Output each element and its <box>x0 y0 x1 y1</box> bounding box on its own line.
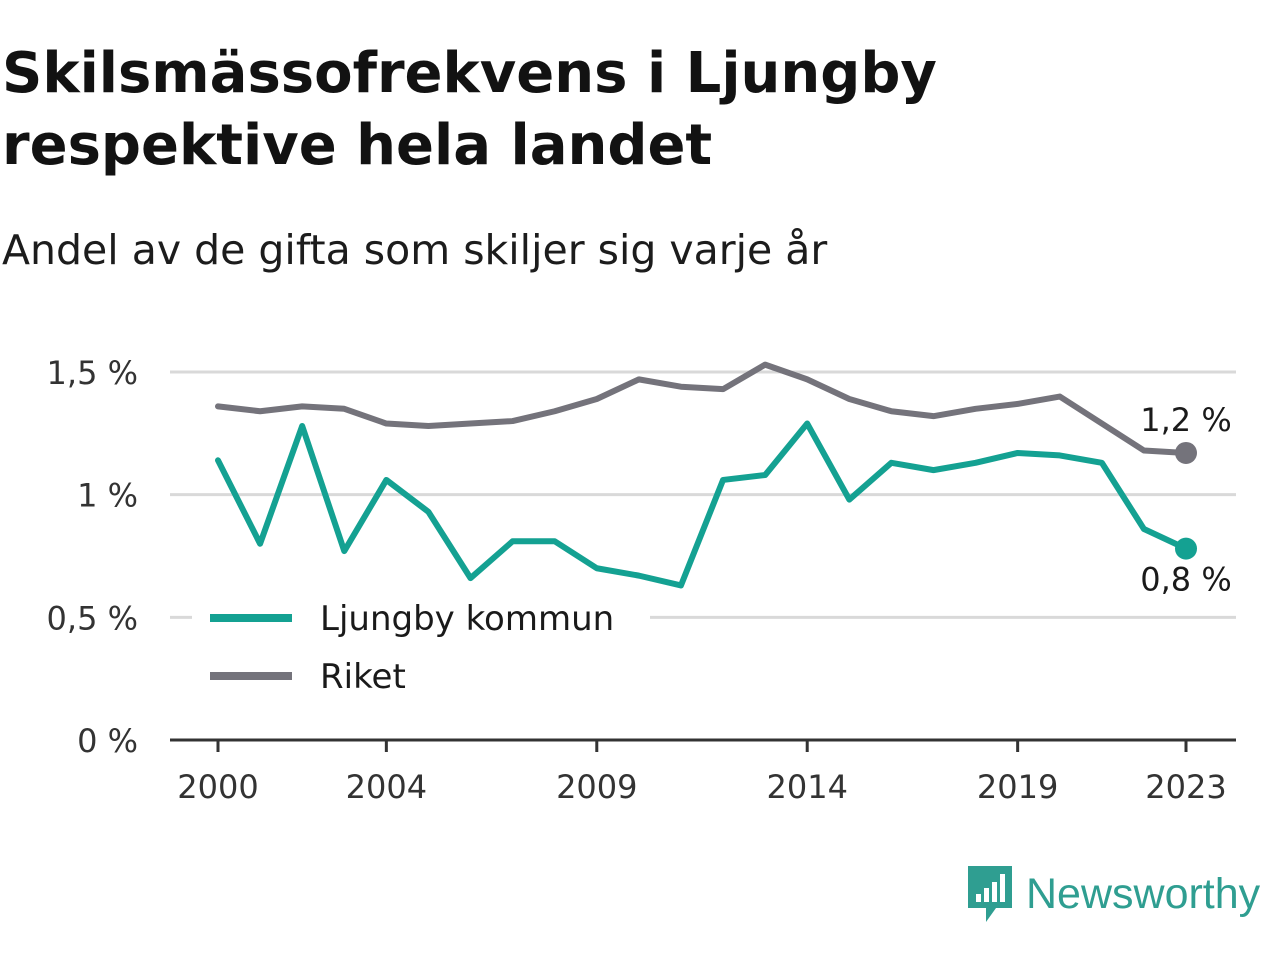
legend-label: Ljungby kommun <box>320 599 614 639</box>
series-line <box>215 361 1189 456</box>
end-point <box>1175 441 1197 464</box>
x-tick-label: 2000 <box>177 768 258 806</box>
chart-title: Skilsmässofrekvens i Ljungby respektive … <box>2 41 937 178</box>
chart-subtitle: Andel av de gifta som skiljer sig varje … <box>2 226 828 274</box>
end-labels: 1,2 % 0,8 % <box>1140 401 1231 599</box>
end-point <box>1175 537 1197 560</box>
x-tick-label: 2004 <box>346 768 427 806</box>
x-tick-label: 2014 <box>766 768 847 806</box>
x-tick-label: 2019 <box>977 768 1058 806</box>
end-value-label: 0,8 % <box>1140 561 1231 599</box>
brand-logo[interactable]: Newsworthy <box>964 862 1260 926</box>
y-tick-label: 0 % <box>77 722 138 760</box>
axes: 0 % 0,5 % 1 % 1,5 % 2000 2004 2009 2014 2019 2023 <box>47 354 1236 806</box>
end-value-label: 1,2 % <box>1140 401 1231 439</box>
x-tick-label: 2009 <box>556 768 637 806</box>
series-group <box>215 361 1197 589</box>
legend-label: Riket <box>320 657 406 697</box>
y-tick-label: 1 % <box>77 477 138 515</box>
series-line <box>215 420 1189 589</box>
newsworthy-logo-icon <box>968 866 1012 922</box>
x-tick-label: 2023 <box>1145 768 1226 806</box>
brand-name: Newsworthy <box>1026 869 1261 918</box>
legend: Ljungby kommun Riket <box>192 596 650 706</box>
y-tick-label: 1,5 % <box>47 354 138 392</box>
y-tick-label: 0,5 % <box>47 599 138 637</box>
